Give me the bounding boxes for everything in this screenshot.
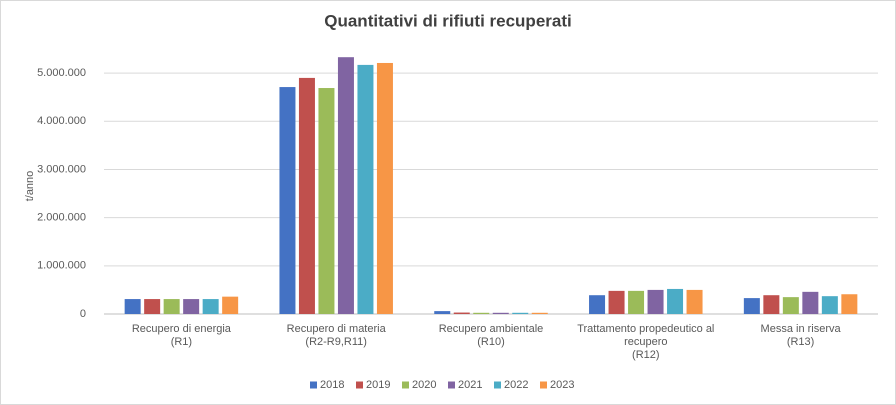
legend-label: 2022 — [504, 379, 528, 391]
bar — [686, 289, 703, 314]
bar — [763, 295, 780, 314]
bar — [512, 312, 529, 314]
bar — [743, 298, 760, 314]
y-tick-label: 2.000.000 — [37, 212, 86, 224]
bar — [376, 62, 393, 314]
y-tick-label: 3.000.000 — [37, 163, 86, 175]
bar — [337, 57, 354, 314]
bar — [279, 87, 296, 315]
bar — [667, 288, 684, 314]
bar — [183, 299, 200, 314]
legend-label: 2018 — [320, 379, 344, 391]
bar — [782, 297, 799, 314]
bar — [473, 312, 490, 314]
bar — [298, 77, 315, 314]
bar — [124, 299, 141, 314]
bar — [144, 299, 161, 314]
x-tick-label: Recupero di energia (R1) — [131, 323, 231, 348]
chart-title: Quantitativi di rifiuti recuperati — [324, 11, 571, 30]
legend-label: 2019 — [366, 379, 390, 391]
legend-label: 2020 — [412, 379, 436, 391]
x-tick-label: Recupero di materia (R2-R9,R11) — [286, 323, 386, 348]
x-tick-label: Recupero ambientale (R10) — [438, 323, 544, 348]
bar — [589, 295, 606, 314]
bar — [453, 312, 470, 314]
bar — [531, 312, 548, 314]
bar — [492, 312, 509, 314]
bar — [163, 299, 180, 314]
y-tick-label: 4.000.000 — [37, 115, 86, 127]
legend-swatch — [356, 381, 363, 389]
y-tick-label: 1.000.000 — [37, 260, 86, 272]
legend-swatch — [540, 381, 547, 389]
bar — [434, 311, 451, 314]
legend-label: 2021 — [458, 379, 482, 391]
bar — [202, 299, 219, 314]
legend-swatch — [494, 381, 501, 389]
bar — [222, 296, 239, 314]
bar — [357, 64, 374, 315]
y-tick-label: 0 — [80, 308, 86, 320]
y-tick-label: 5.000.000 — [37, 67, 86, 79]
bar — [608, 290, 625, 314]
bar — [802, 291, 819, 314]
y-axis-label: t/anno — [24, 171, 36, 202]
bar — [318, 88, 335, 314]
bar — [821, 296, 838, 314]
x-tick-label: Messa in riserva (R13) — [760, 323, 841, 348]
legend-swatch — [310, 381, 317, 389]
bar — [628, 290, 645, 314]
legend-label: 2023 — [550, 379, 574, 391]
x-tick-label: Trattamento propedeutico al recupero (R1… — [577, 323, 715, 361]
bar — [841, 294, 858, 314]
legend-swatch — [448, 381, 455, 389]
legend-swatch — [402, 381, 409, 389]
bar — [647, 289, 664, 314]
